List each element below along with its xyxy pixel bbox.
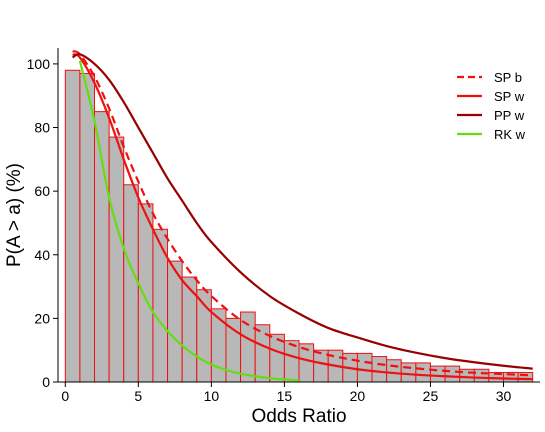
histogram-bar xyxy=(444,365,461,383)
histogram-bar xyxy=(283,340,300,383)
histogram-bar xyxy=(64,69,81,383)
x-tick-label: 10 xyxy=(204,388,220,404)
histogram-bar xyxy=(400,362,417,383)
y-tick-label: 60 xyxy=(34,183,50,199)
y-tick-label: 100 xyxy=(27,56,51,72)
axes: 0 5 10 15 20 25 30 0 20 40 60 80 100 xyxy=(27,48,540,404)
histogram-bar xyxy=(167,260,183,383)
histogram-bar xyxy=(371,356,388,383)
series-line-sp-b xyxy=(72,50,533,377)
series-line-pp-w xyxy=(72,53,533,370)
series-curves xyxy=(72,50,533,382)
histogram-bar xyxy=(429,365,446,383)
x-axis-title: Odds Ratio xyxy=(251,406,346,427)
histogram-bar xyxy=(94,111,110,383)
x-tick-label: 0 xyxy=(61,388,69,404)
histogram-bar xyxy=(473,368,490,383)
legend-label: SP w xyxy=(494,89,525,104)
y-tick-label: 80 xyxy=(34,120,50,136)
x-tick-label: 20 xyxy=(350,388,366,404)
legend: SP b SP w PP w RK w xyxy=(457,70,526,142)
histogram-bar xyxy=(386,359,402,383)
x-tick-label: 30 xyxy=(496,388,512,404)
histogram-bar xyxy=(313,349,329,383)
x-tick-label: 15 xyxy=(277,388,293,404)
y-tick-label: 40 xyxy=(34,247,50,263)
histogram-bar xyxy=(79,72,96,383)
legend-label: RK w xyxy=(494,127,526,142)
x-tick-label: 5 xyxy=(134,388,142,404)
legend-label: SP b xyxy=(494,70,522,85)
histogram-bar xyxy=(108,136,125,383)
y-tick-label: 0 xyxy=(42,374,50,390)
histogram-bar xyxy=(356,352,373,383)
histogram-bar xyxy=(415,362,431,383)
histogram-bar xyxy=(123,184,139,383)
histogram-bar xyxy=(137,203,154,383)
y-axis-title: P(A > a) (%) xyxy=(4,163,25,267)
y-tick-label: 20 xyxy=(34,310,50,326)
histogram-bar xyxy=(210,308,227,383)
x-tick-label: 25 xyxy=(423,388,439,404)
histogram-bar xyxy=(254,324,271,383)
histogram-bars xyxy=(64,69,534,383)
series-line-rk-w xyxy=(78,60,300,382)
legend-label: PP w xyxy=(494,108,525,123)
series-line-sp-w xyxy=(72,53,533,381)
